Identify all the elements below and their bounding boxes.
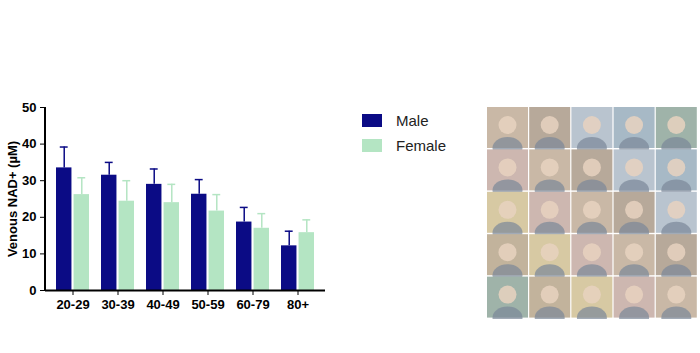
- html-text:Female: Female: [396, 137, 446, 154]
- svg-text:20: 20: [22, 209, 36, 224]
- svg-text:40: 40: [22, 136, 36, 151]
- svg-text:80+: 80+: [287, 297, 309, 312]
- svg-text:30: 30: [22, 173, 36, 188]
- svg-text:0: 0: [29, 283, 36, 298]
- svg-text:50-59: 50-59: [191, 297, 224, 312]
- svg-text:60-79: 60-79: [236, 297, 269, 312]
- svg-text:20-29: 20-29: [56, 297, 89, 312]
- svg-text:10: 10: [22, 246, 36, 261]
- svg-text:Venous NAD+ (µM): Venous NAD+ (µM): [5, 141, 20, 257]
- svg-text:40-49: 40-49: [146, 297, 179, 312]
- html-text:Male: Male: [396, 112, 429, 129]
- svg-text:50: 50: [22, 100, 36, 115]
- svg-text:30-39: 30-39: [101, 297, 134, 312]
